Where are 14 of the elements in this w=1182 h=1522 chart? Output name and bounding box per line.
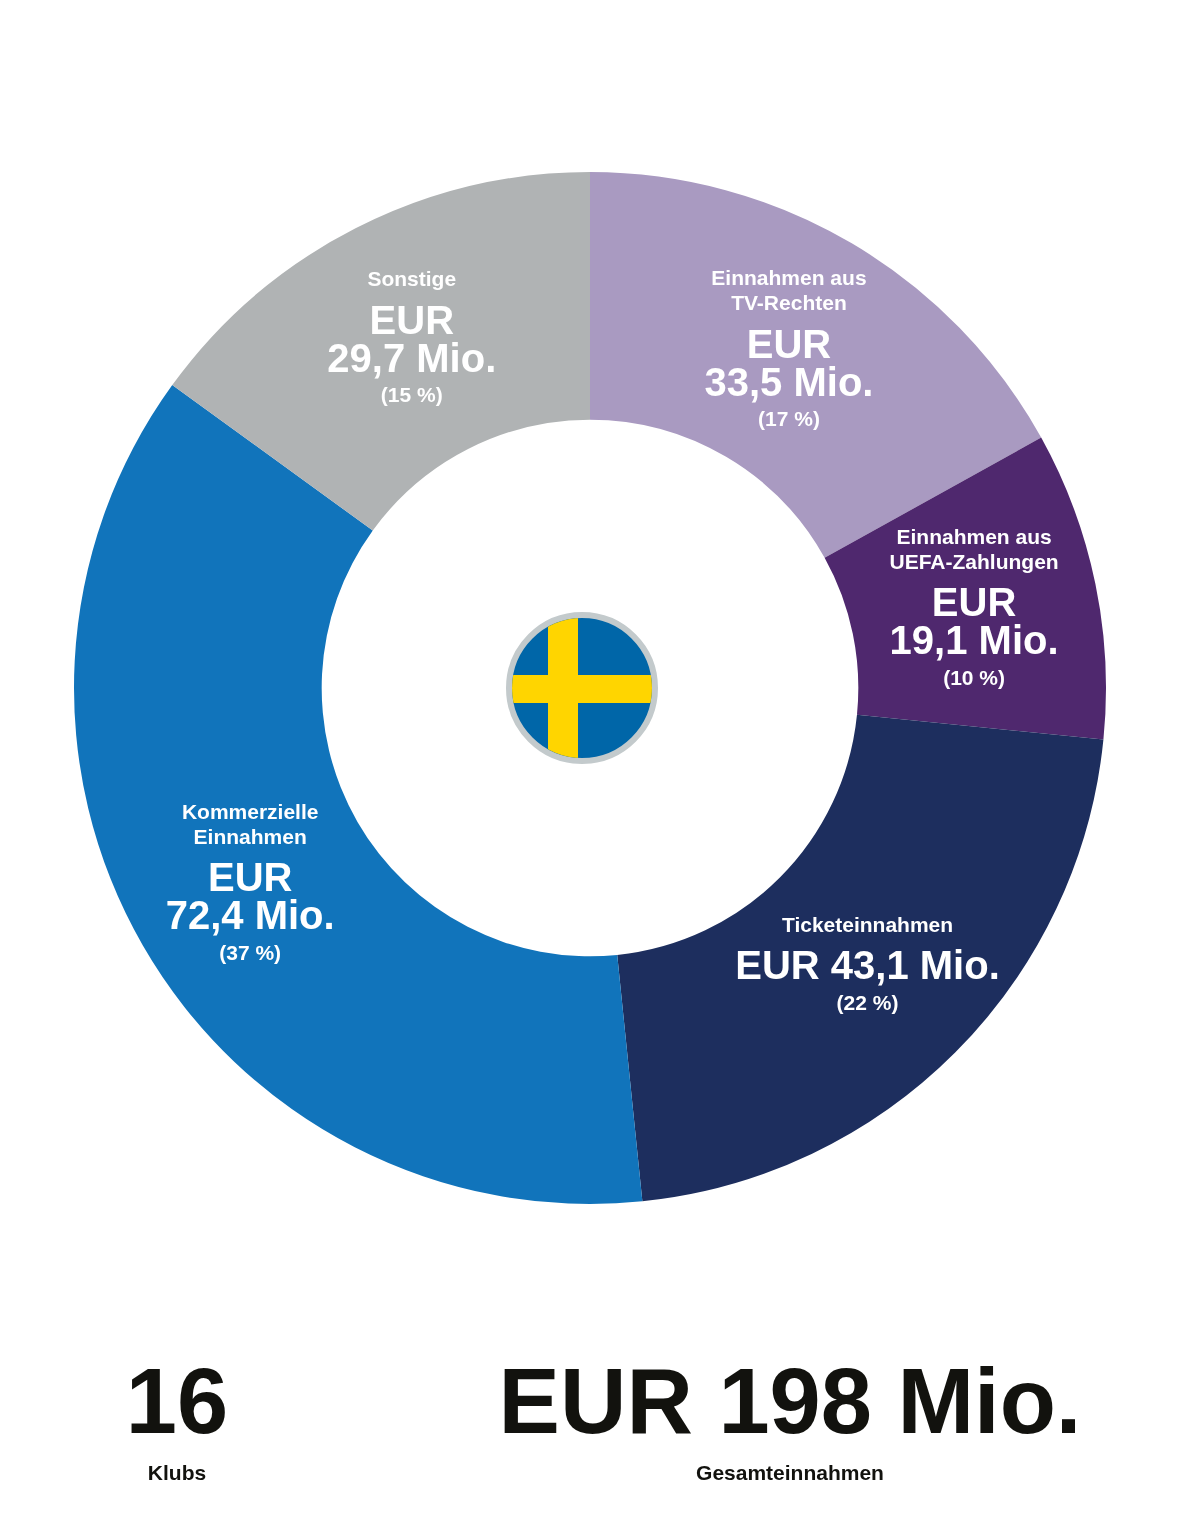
- data-label: EUR 33,5 Mio. (17 %): [704, 321, 874, 431]
- data-label: EUR 72,4 Mio. (37 %): [165, 855, 335, 965]
- slice-label: Einnahmen aus UEFA-Zahlungen: [889, 525, 1059, 574]
- slice-label: Sonstige: [367, 267, 457, 291]
- slice-label: Kommerzielle Einnahmen: [181, 800, 319, 849]
- text: Klubs: [147, 1461, 207, 1484]
- data-label: EUR 19,1 Mio. (10 %): [889, 580, 1059, 690]
- text: 16: [125, 1350, 229, 1452]
- slice-label: Einnahmen aus TV-Rechten: [711, 266, 867, 315]
- data-label: EUR 43,1 Mio. (22 %): [735, 943, 1000, 1014]
- text: Gesamteinnahmen: [696, 1461, 884, 1484]
- slice-label: Ticketeinnahmen: [781, 912, 954, 936]
- text: EUR 198 Mio.: [498, 1350, 1082, 1452]
- data-label: EUR 29,7 Mio. (15 %): [327, 297, 497, 407]
